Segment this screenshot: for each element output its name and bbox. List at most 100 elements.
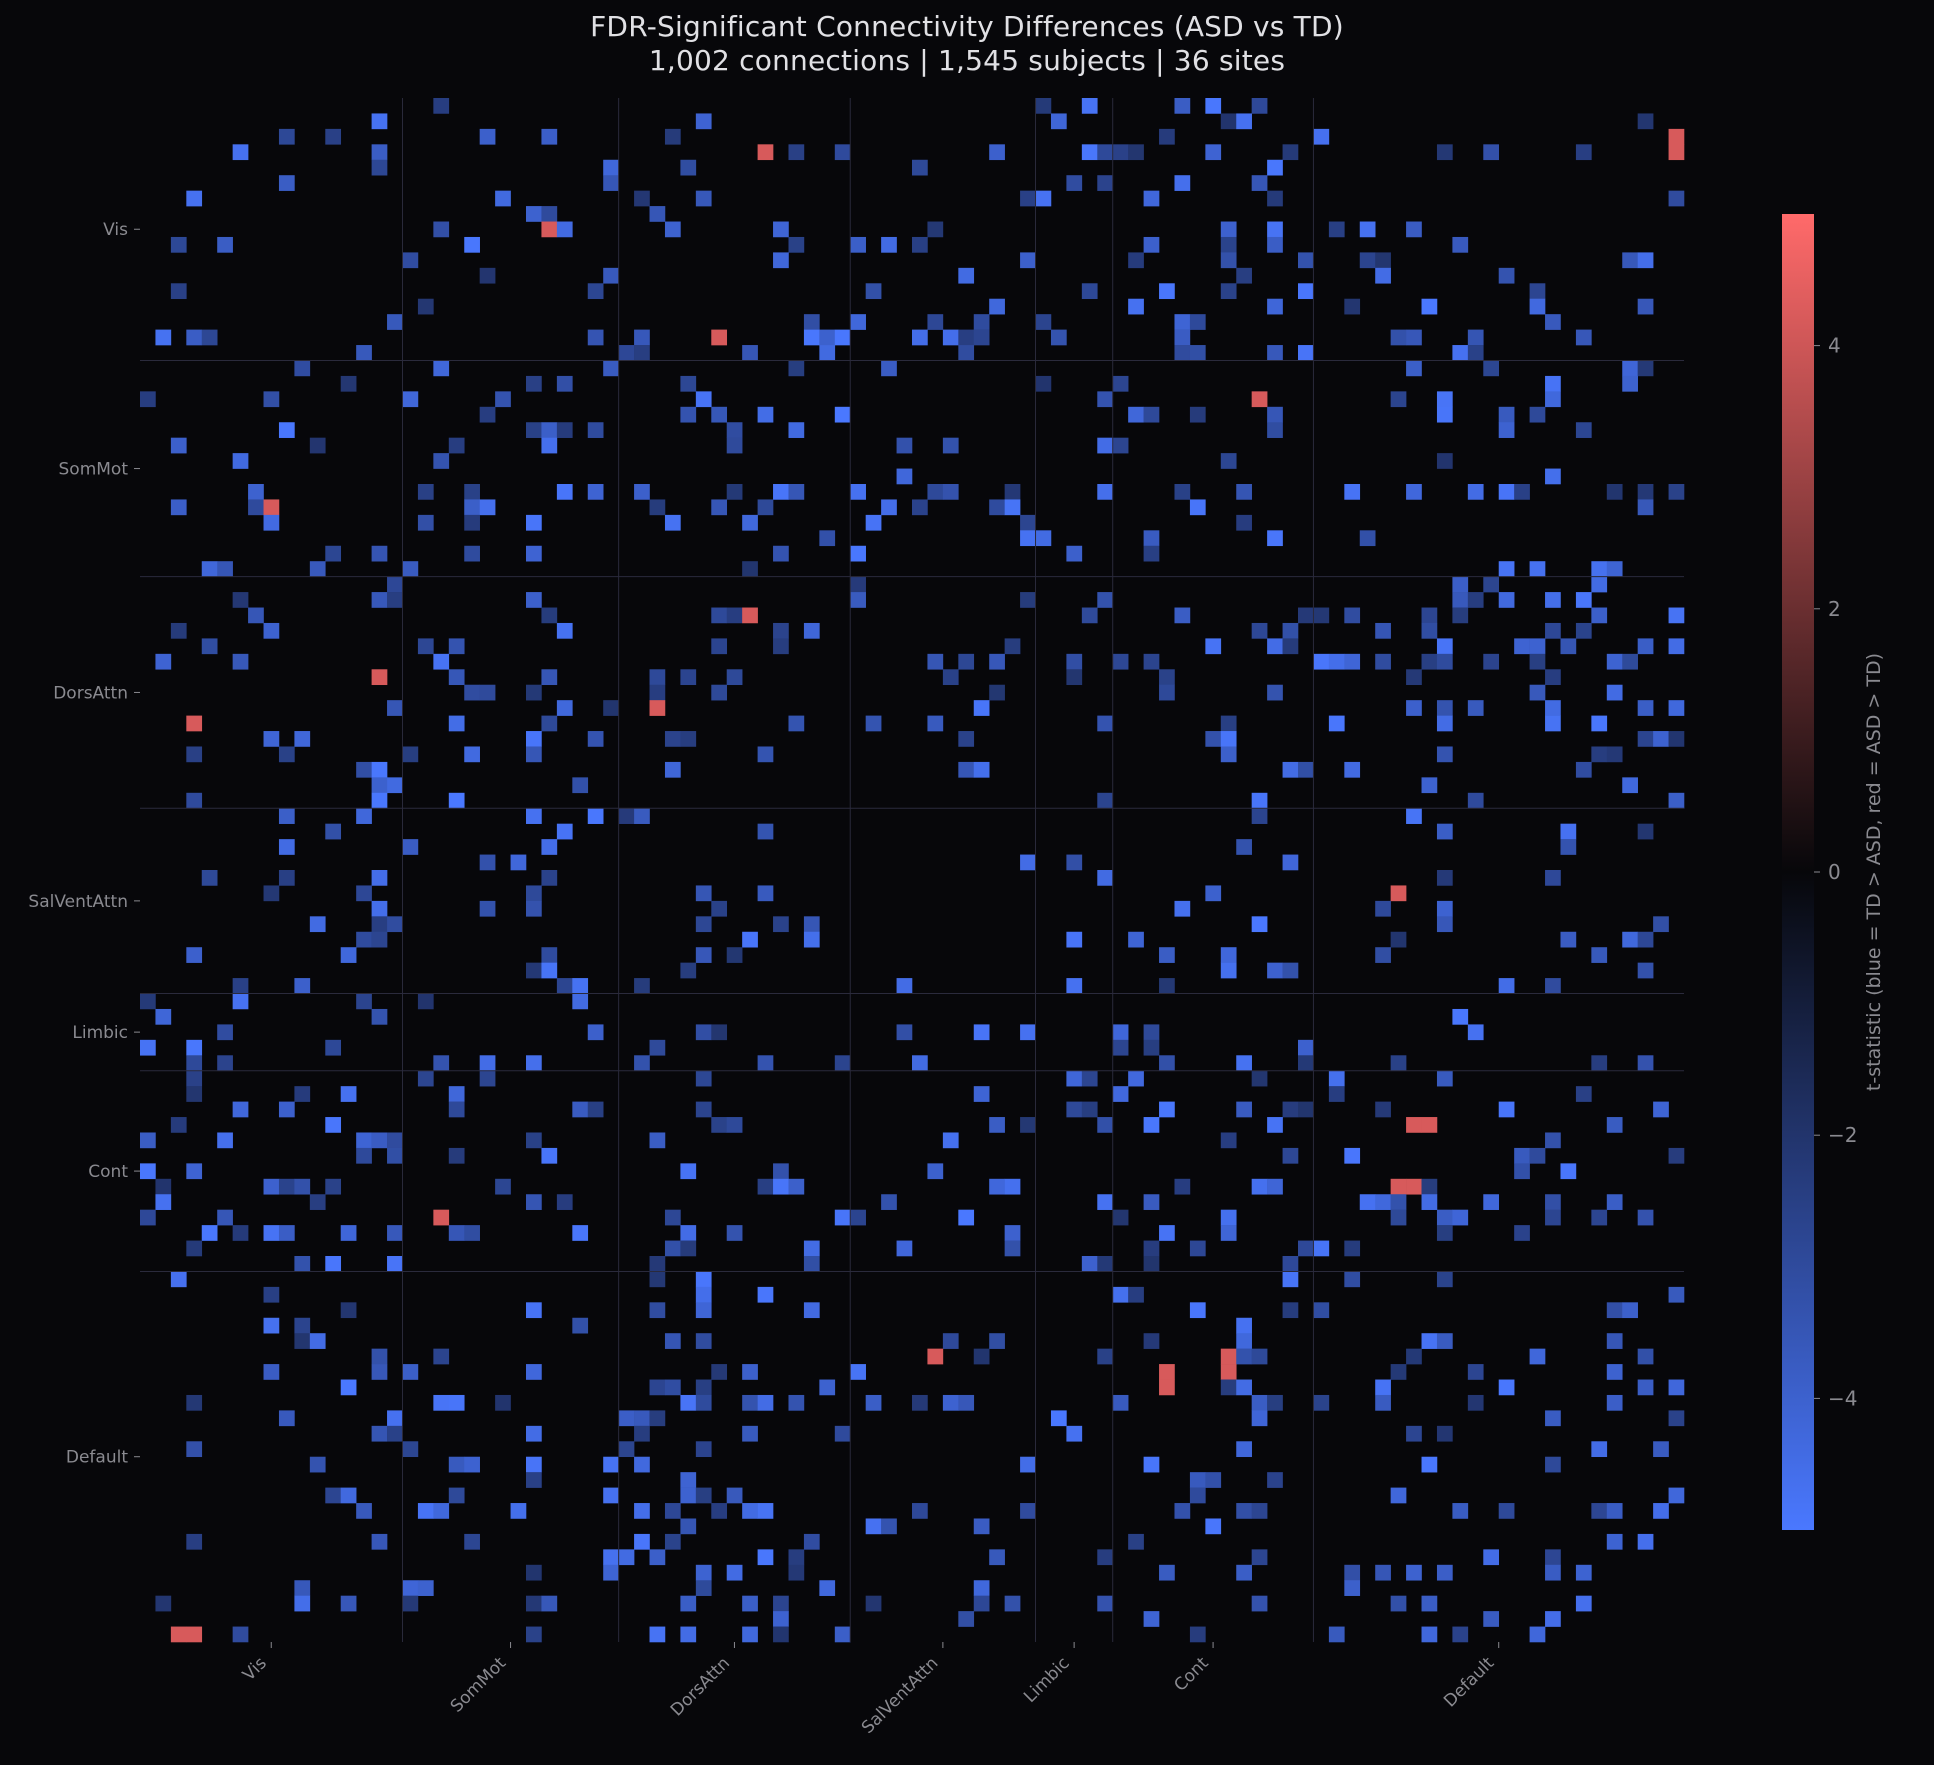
heatmap-cell (1390, 931, 1407, 948)
heatmap-cell (1112, 375, 1129, 392)
heatmap-cell (711, 1364, 728, 1380)
heatmap-cell (1020, 514, 1036, 531)
heatmap-cell (526, 514, 542, 531)
heatmap-cell (1591, 1055, 1608, 1072)
heatmap-cell (1143, 1333, 1160, 1349)
heatmap-cell (726, 669, 743, 686)
heatmap-cell (526, 684, 542, 701)
heatmap-cell (278, 808, 295, 824)
heatmap-cell (773, 1178, 789, 1195)
heatmap-cell (1545, 1209, 1561, 1226)
heatmap-cell (958, 1209, 975, 1226)
heatmap-cell (1344, 1271, 1361, 1288)
heatmap-cell (309, 1194, 326, 1210)
heatmap-cell (140, 391, 156, 408)
heatmap-cell (1174, 1503, 1191, 1519)
heatmap-cell (572, 993, 589, 1010)
heatmap-cell (263, 885, 280, 902)
heatmap-cell (1081, 98, 1098, 114)
heatmap-cell (1267, 406, 1283, 423)
heatmap-cell (1251, 808, 1268, 824)
heatmap-cell (1421, 1333, 1438, 1349)
heatmap-cell (881, 1518, 897, 1535)
heatmap-cell (417, 298, 434, 315)
heatmap-cell (1112, 1086, 1129, 1102)
heatmap-cell (1282, 638, 1299, 655)
heatmap-cell (495, 1394, 511, 1411)
heatmap-cell (803, 931, 820, 948)
heatmap-cell (1436, 406, 1453, 423)
heatmap-cell (402, 1595, 419, 1612)
heatmap-cell (387, 777, 403, 794)
heatmap-cell (1097, 1117, 1114, 1133)
heatmap-cell (1159, 684, 1175, 701)
heatmap-cell (803, 916, 820, 933)
heatmap-cell (680, 731, 697, 747)
heatmap-cell (371, 545, 388, 562)
heatmap-cell (170, 499, 187, 516)
heatmap-cell (850, 236, 866, 253)
heatmap-cell (1467, 700, 1484, 716)
heatmap-cell (232, 1225, 249, 1241)
heatmap-cell (634, 1055, 650, 1072)
heatmap-cell (1189, 345, 1206, 361)
heatmap-cell (587, 1101, 604, 1118)
heatmap-cell (1112, 1394, 1129, 1411)
heatmap-cell (989, 499, 1005, 516)
heatmap-cell (603, 1564, 619, 1581)
heatmap-cell (1112, 1286, 1129, 1303)
heatmap-cell (1436, 1225, 1453, 1241)
heatmap-cell (1236, 1101, 1252, 1118)
heatmap-cell (742, 607, 758, 624)
heatmap-cell (942, 669, 959, 686)
heatmap-cell (649, 700, 666, 716)
heatmap-cell (989, 653, 1005, 670)
heatmap-cell (186, 1070, 203, 1087)
heatmap-cell (1236, 1055, 1252, 1072)
heatmap-cell (433, 653, 450, 670)
heatmap-cell (1390, 1595, 1407, 1612)
heatmap-cell (572, 1317, 589, 1334)
heatmap-cell (448, 1225, 465, 1241)
heatmap-cell (973, 1580, 990, 1596)
heatmap-cell (278, 1101, 295, 1118)
heatmap-cell (649, 669, 666, 686)
heatmap-cell (711, 329, 728, 346)
heatmap-cell (587, 329, 604, 346)
heatmap-cell (1606, 1503, 1623, 1519)
heatmap-cell (526, 1595, 542, 1612)
heatmap-cell (356, 808, 372, 824)
heatmap-cell (1035, 190, 1052, 207)
heatmap-cell (1174, 484, 1191, 500)
heatmap-cell (309, 1333, 326, 1349)
heatmap-cell (1406, 700, 1422, 716)
heatmap-cell (1313, 1240, 1330, 1257)
heatmap-cell (1020, 190, 1036, 207)
heatmap-cell (1529, 561, 1546, 577)
heatmap-cell (572, 1101, 589, 1118)
x-tick-label-salventattn: SalVentAttn (858, 1653, 943, 1738)
heatmap-cell (448, 638, 465, 655)
heatmap-cell (1143, 1611, 1160, 1627)
heatmap-cell (1375, 653, 1391, 670)
heatmap-cell (726, 947, 743, 963)
heatmap-cell (526, 746, 542, 763)
heatmap-cell (1637, 962, 1654, 979)
heatmap-cell (387, 592, 403, 608)
heatmap-cell (1097, 484, 1114, 500)
heatmap-cell (170, 622, 187, 639)
heatmap-cell (1653, 916, 1669, 933)
heatmap-cell (263, 514, 280, 531)
heatmap-cell (1498, 267, 1515, 284)
heatmap-cell (742, 514, 758, 531)
heatmap-cell (340, 1086, 357, 1102)
heatmap-cell (155, 329, 172, 346)
heatmap-cell (1205, 144, 1222, 161)
heatmap-cell (973, 1024, 990, 1041)
heatmap-cell (711, 684, 728, 701)
heatmap-cell (217, 1132, 233, 1149)
heatmap-cell (1529, 638, 1546, 655)
heatmap-cell (371, 144, 388, 161)
heatmap-cell (695, 1286, 712, 1303)
heatmap-cell (1545, 622, 1561, 639)
